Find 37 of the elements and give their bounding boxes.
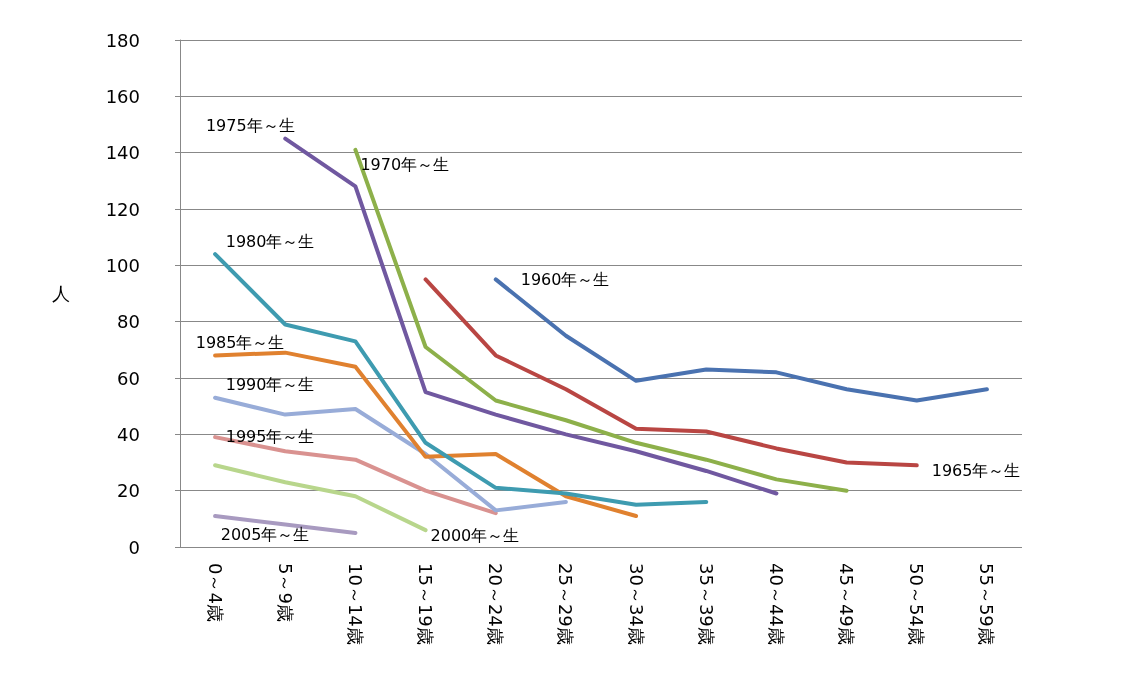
x-tick-label: 5～9歳 — [274, 563, 296, 622]
x-tick-label: 15～19歳 — [415, 563, 437, 645]
series-label: 2000年～生 — [430, 525, 520, 545]
line-series — [213, 350, 639, 519]
x-tick-label: 0～4歳 — [204, 563, 226, 622]
x-tick-label: 35～39歳 — [695, 563, 717, 645]
series-label: 1975年～生 — [205, 116, 295, 136]
y-axis-title: 人 — [52, 283, 70, 304]
series-label: 1995年～生 — [225, 426, 315, 446]
series-label: 1970年～生 — [360, 155, 450, 175]
y-tick-label: 180 — [105, 29, 140, 51]
x-tick-label: 10～14歳 — [344, 563, 366, 645]
x-tick-label: 55～59歳 — [976, 563, 998, 645]
line-series — [353, 147, 849, 493]
series-label: 2005年～生 — [220, 524, 310, 544]
y-tick-label: 20 — [117, 480, 140, 502]
line-series — [213, 395, 568, 513]
x-tick-label: 25～29歳 — [555, 563, 577, 645]
y-tick-label: 60 — [117, 367, 140, 389]
x-tick-label: 20～24歳 — [485, 563, 507, 645]
x-tick-label: 45～49歳 — [836, 563, 858, 645]
series-label: 1985年～生 — [195, 332, 285, 352]
y-tick-label: 40 — [117, 423, 140, 445]
y-tick-label: 0 — [128, 536, 140, 558]
y-tick-label: 100 — [105, 254, 140, 276]
x-tick-label: 30～34歳 — [625, 563, 647, 645]
series-label: 1980年～生 — [225, 231, 315, 251]
line-series — [283, 136, 779, 496]
y-tick-label: 140 — [105, 142, 140, 164]
y-tick-label: 160 — [105, 85, 140, 107]
series-label: 1960年～生 — [520, 269, 610, 289]
series-label: 1990年～生 — [225, 375, 315, 395]
x-tick-label: 40～44歳 — [765, 563, 787, 645]
x-tick-label: 50～54歳 — [906, 563, 928, 645]
y-tick-label: 80 — [117, 311, 140, 333]
series-label: 1965年～生 — [931, 460, 1021, 480]
y-tick-label: 120 — [105, 198, 140, 220]
